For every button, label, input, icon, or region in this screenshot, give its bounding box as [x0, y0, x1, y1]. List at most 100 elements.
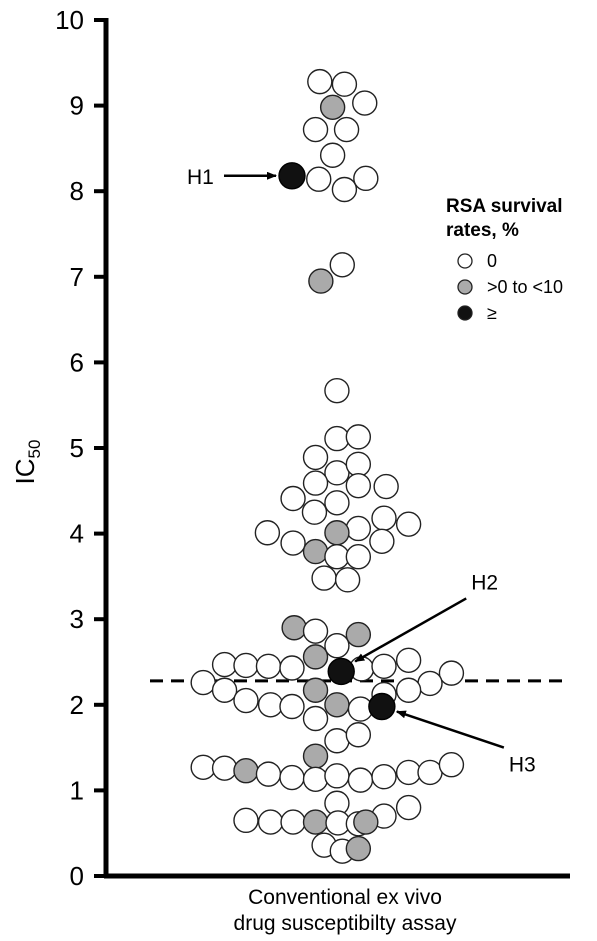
data-point [257, 692, 284, 718]
y-axis-label-subscript: 50 [25, 440, 44, 459]
y-tick-label: 8 [70, 176, 84, 206]
data-point [395, 677, 422, 703]
annotation-label: H3 [509, 754, 536, 777]
data-point [345, 472, 372, 499]
data-point [307, 68, 333, 95]
data-point [324, 544, 350, 570]
data-point [281, 615, 307, 641]
data-point [324, 763, 350, 789]
legend-label: ≥ [487, 303, 497, 323]
y-tick-label: 6 [70, 347, 84, 377]
data-point [280, 809, 306, 835]
data-point [324, 377, 350, 404]
data-point [347, 767, 374, 793]
data-point [324, 490, 350, 516]
data-point [211, 651, 238, 678]
data-point [345, 515, 372, 542]
data-point [331, 71, 358, 97]
data-point [280, 485, 306, 512]
data-point [369, 528, 395, 555]
annotation-arrow [354, 597, 467, 663]
data-point [302, 470, 329, 496]
data-point [308, 268, 334, 294]
data-point [233, 687, 259, 714]
legend-label: >0 to <10 [487, 277, 563, 297]
data-point [211, 755, 238, 781]
data-point [324, 728, 350, 754]
data-point [345, 544, 372, 570]
x-axis-label-line-2: drug susceptibilty assay [234, 912, 457, 935]
data-point [371, 653, 397, 679]
data-point [417, 759, 443, 786]
y-tick-label: 0 [70, 861, 84, 891]
data-point [329, 252, 355, 278]
data-point [302, 116, 329, 143]
data-point [417, 670, 443, 697]
data-point [306, 166, 332, 192]
data-point [255, 761, 282, 787]
y-tick-label: 2 [70, 690, 84, 720]
data-point [395, 759, 422, 786]
y-axis-label: IC50 [10, 440, 44, 485]
y-tick-label: 1 [70, 775, 84, 805]
highlighted-point [368, 692, 396, 721]
data-point [279, 655, 305, 681]
data-point [395, 647, 422, 673]
data-point [280, 530, 306, 556]
data-point [345, 621, 372, 648]
data-point [302, 444, 329, 471]
y-ticks: 0 1 2 3 4 5 6 7 8 9 10 [55, 5, 106, 891]
annotation-label: H1 [187, 166, 214, 189]
data-point [302, 766, 329, 792]
y-tick-label: 4 [70, 519, 84, 549]
legend-title: RSA survival [446, 196, 563, 217]
data-point [319, 142, 346, 168]
x-axis-label-line-1: Conventional ex vivo [248, 886, 442, 909]
y-tick-label: 3 [70, 604, 84, 634]
data-points [190, 68, 465, 864]
data-point [319, 94, 346, 121]
highlighted-point [278, 162, 306, 190]
data-point [324, 633, 350, 659]
data-point [190, 754, 216, 780]
data-point [324, 425, 350, 452]
legend-label: 0 [487, 251, 497, 271]
data-point [333, 116, 360, 143]
data-point [254, 520, 281, 546]
highlighted-point [327, 657, 355, 686]
data-point [302, 538, 329, 565]
y-tick-label: 7 [70, 262, 84, 292]
data-point [302, 677, 329, 703]
data-point [190, 669, 216, 696]
data-point [345, 722, 372, 748]
data-point [279, 764, 305, 791]
legend: RSA survival rates, % 0 >0 to <10 ≥ [446, 196, 563, 323]
y-tick-label: 5 [70, 433, 84, 463]
data-point [233, 652, 259, 679]
data-point [233, 807, 259, 834]
annotation-arrow [395, 710, 505, 749]
data-point [345, 835, 372, 862]
data-point [395, 511, 422, 537]
data-point [255, 653, 282, 679]
data-point [302, 809, 329, 835]
data-point [353, 809, 379, 835]
y-tick-label: 9 [70, 91, 84, 121]
axes: 0 1 2 3 4 5 6 7 8 9 10 [55, 5, 570, 891]
data-point [345, 424, 372, 450]
data-point [371, 505, 397, 531]
data-point [395, 794, 422, 821]
data-point [352, 90, 378, 116]
data-point [311, 565, 337, 591]
data-point [302, 644, 329, 670]
data-point [334, 567, 361, 593]
data-point [345, 451, 372, 477]
data-point [211, 677, 238, 703]
data-point [324, 460, 350, 486]
data-point [302, 618, 329, 644]
legend-marker [457, 305, 473, 321]
data-point [331, 176, 358, 203]
data-point [233, 758, 259, 784]
data-point [324, 520, 350, 546]
